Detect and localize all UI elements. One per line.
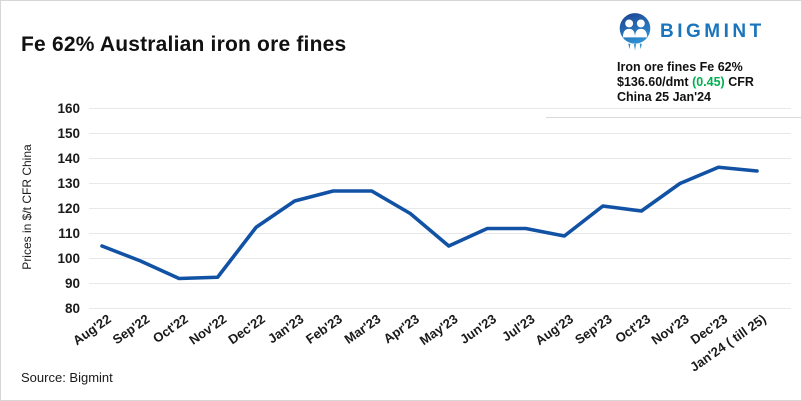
svg-text:140: 140 bbox=[57, 151, 80, 166]
svg-text:120: 120 bbox=[57, 201, 80, 216]
svg-text:Sep'23: Sep'23 bbox=[572, 311, 615, 347]
svg-text:130: 130 bbox=[57, 176, 80, 191]
svg-text:Aug'23: Aug'23 bbox=[532, 311, 576, 348]
svg-text:Oct'23: Oct'23 bbox=[612, 311, 653, 346]
svg-text:Jun'23: Jun'23 bbox=[457, 311, 499, 347]
source-note: Source: Bigmint bbox=[21, 370, 113, 385]
page-title: Fe 62% Australian iron ore fines bbox=[21, 33, 347, 56]
price-change: (0.45) bbox=[692, 75, 725, 89]
price-info-box: BIGMINT Iron ore fines Fe 62% $136.60/dm… bbox=[546, 1, 801, 118]
y-axis-title: Prices in $/t CFR China bbox=[20, 144, 34, 270]
gridlines bbox=[89, 108, 791, 309]
svg-text:May'23: May'23 bbox=[417, 311, 461, 348]
price-terms: CFR bbox=[728, 75, 754, 89]
svg-text:110: 110 bbox=[58, 226, 80, 241]
svg-text:Apr'23: Apr'23 bbox=[381, 311, 422, 346]
svg-text:Aug'22: Aug'22 bbox=[70, 311, 114, 348]
price-summary-line1: Iron ore fines Fe 62% bbox=[617, 60, 743, 74]
svg-text:Feb'23: Feb'23 bbox=[303, 311, 345, 347]
brand-name: BIGMINT bbox=[660, 21, 765, 42]
svg-text:80: 80 bbox=[65, 301, 80, 316]
y-axis-labels: 80 90 100 110 120 130 140 150 160 bbox=[57, 101, 80, 316]
price-summary: Iron ore fines Fe 62% $136.60/dmt (0.45)… bbox=[617, 60, 783, 105]
svg-text:90: 90 bbox=[65, 276, 80, 291]
svg-text:Dec'23: Dec'23 bbox=[688, 311, 731, 347]
svg-text:Nov'22: Nov'22 bbox=[186, 311, 229, 347]
bigmint-logo: BIGMINT bbox=[617, 11, 783, 53]
svg-text:Mar'23: Mar'23 bbox=[342, 311, 384, 347]
price-summary-line2: $136.60/dmt (0.45) CFR bbox=[617, 75, 783, 90]
svg-text:Sep'22: Sep'22 bbox=[110, 311, 153, 347]
price-value: $136.60/dmt bbox=[617, 75, 689, 89]
svg-text:Jul'23: Jul'23 bbox=[499, 311, 537, 344]
price-summary-line3: China 25 Jan'24 bbox=[617, 90, 711, 104]
svg-text:Jan'23: Jan'23 bbox=[265, 311, 306, 346]
svg-text:Dec'22: Dec'22 bbox=[225, 311, 268, 347]
svg-text:150: 150 bbox=[57, 126, 80, 141]
x-axis-labels: Aug'22Sep'22Oct'22Nov'22Dec'22Jan'23Feb'… bbox=[70, 311, 769, 374]
bigmint-logo-icon bbox=[619, 13, 651, 51]
svg-text:Jan'24 ( till 25): Jan'24 ( till 25) bbox=[687, 311, 769, 374]
svg-text:100: 100 bbox=[57, 251, 80, 266]
svg-text:160: 160 bbox=[57, 101, 80, 116]
svg-text:Oct'22: Oct'22 bbox=[150, 311, 191, 346]
price-line bbox=[100, 165, 759, 281]
svg-text:Nov'23: Nov'23 bbox=[649, 311, 692, 347]
